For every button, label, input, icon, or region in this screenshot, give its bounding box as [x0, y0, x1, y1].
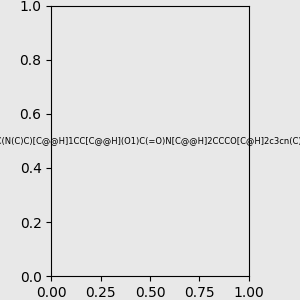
Text: O=C(N(C)C)[C@@H]1CC[C@@H](O1)C(=O)N[C@@H]2CCCO[C@H]2c3cn(C)nc3: O=C(N(C)C)[C@@H]1CC[C@@H](O1)C(=O)N[C@@H… [0, 136, 300, 146]
